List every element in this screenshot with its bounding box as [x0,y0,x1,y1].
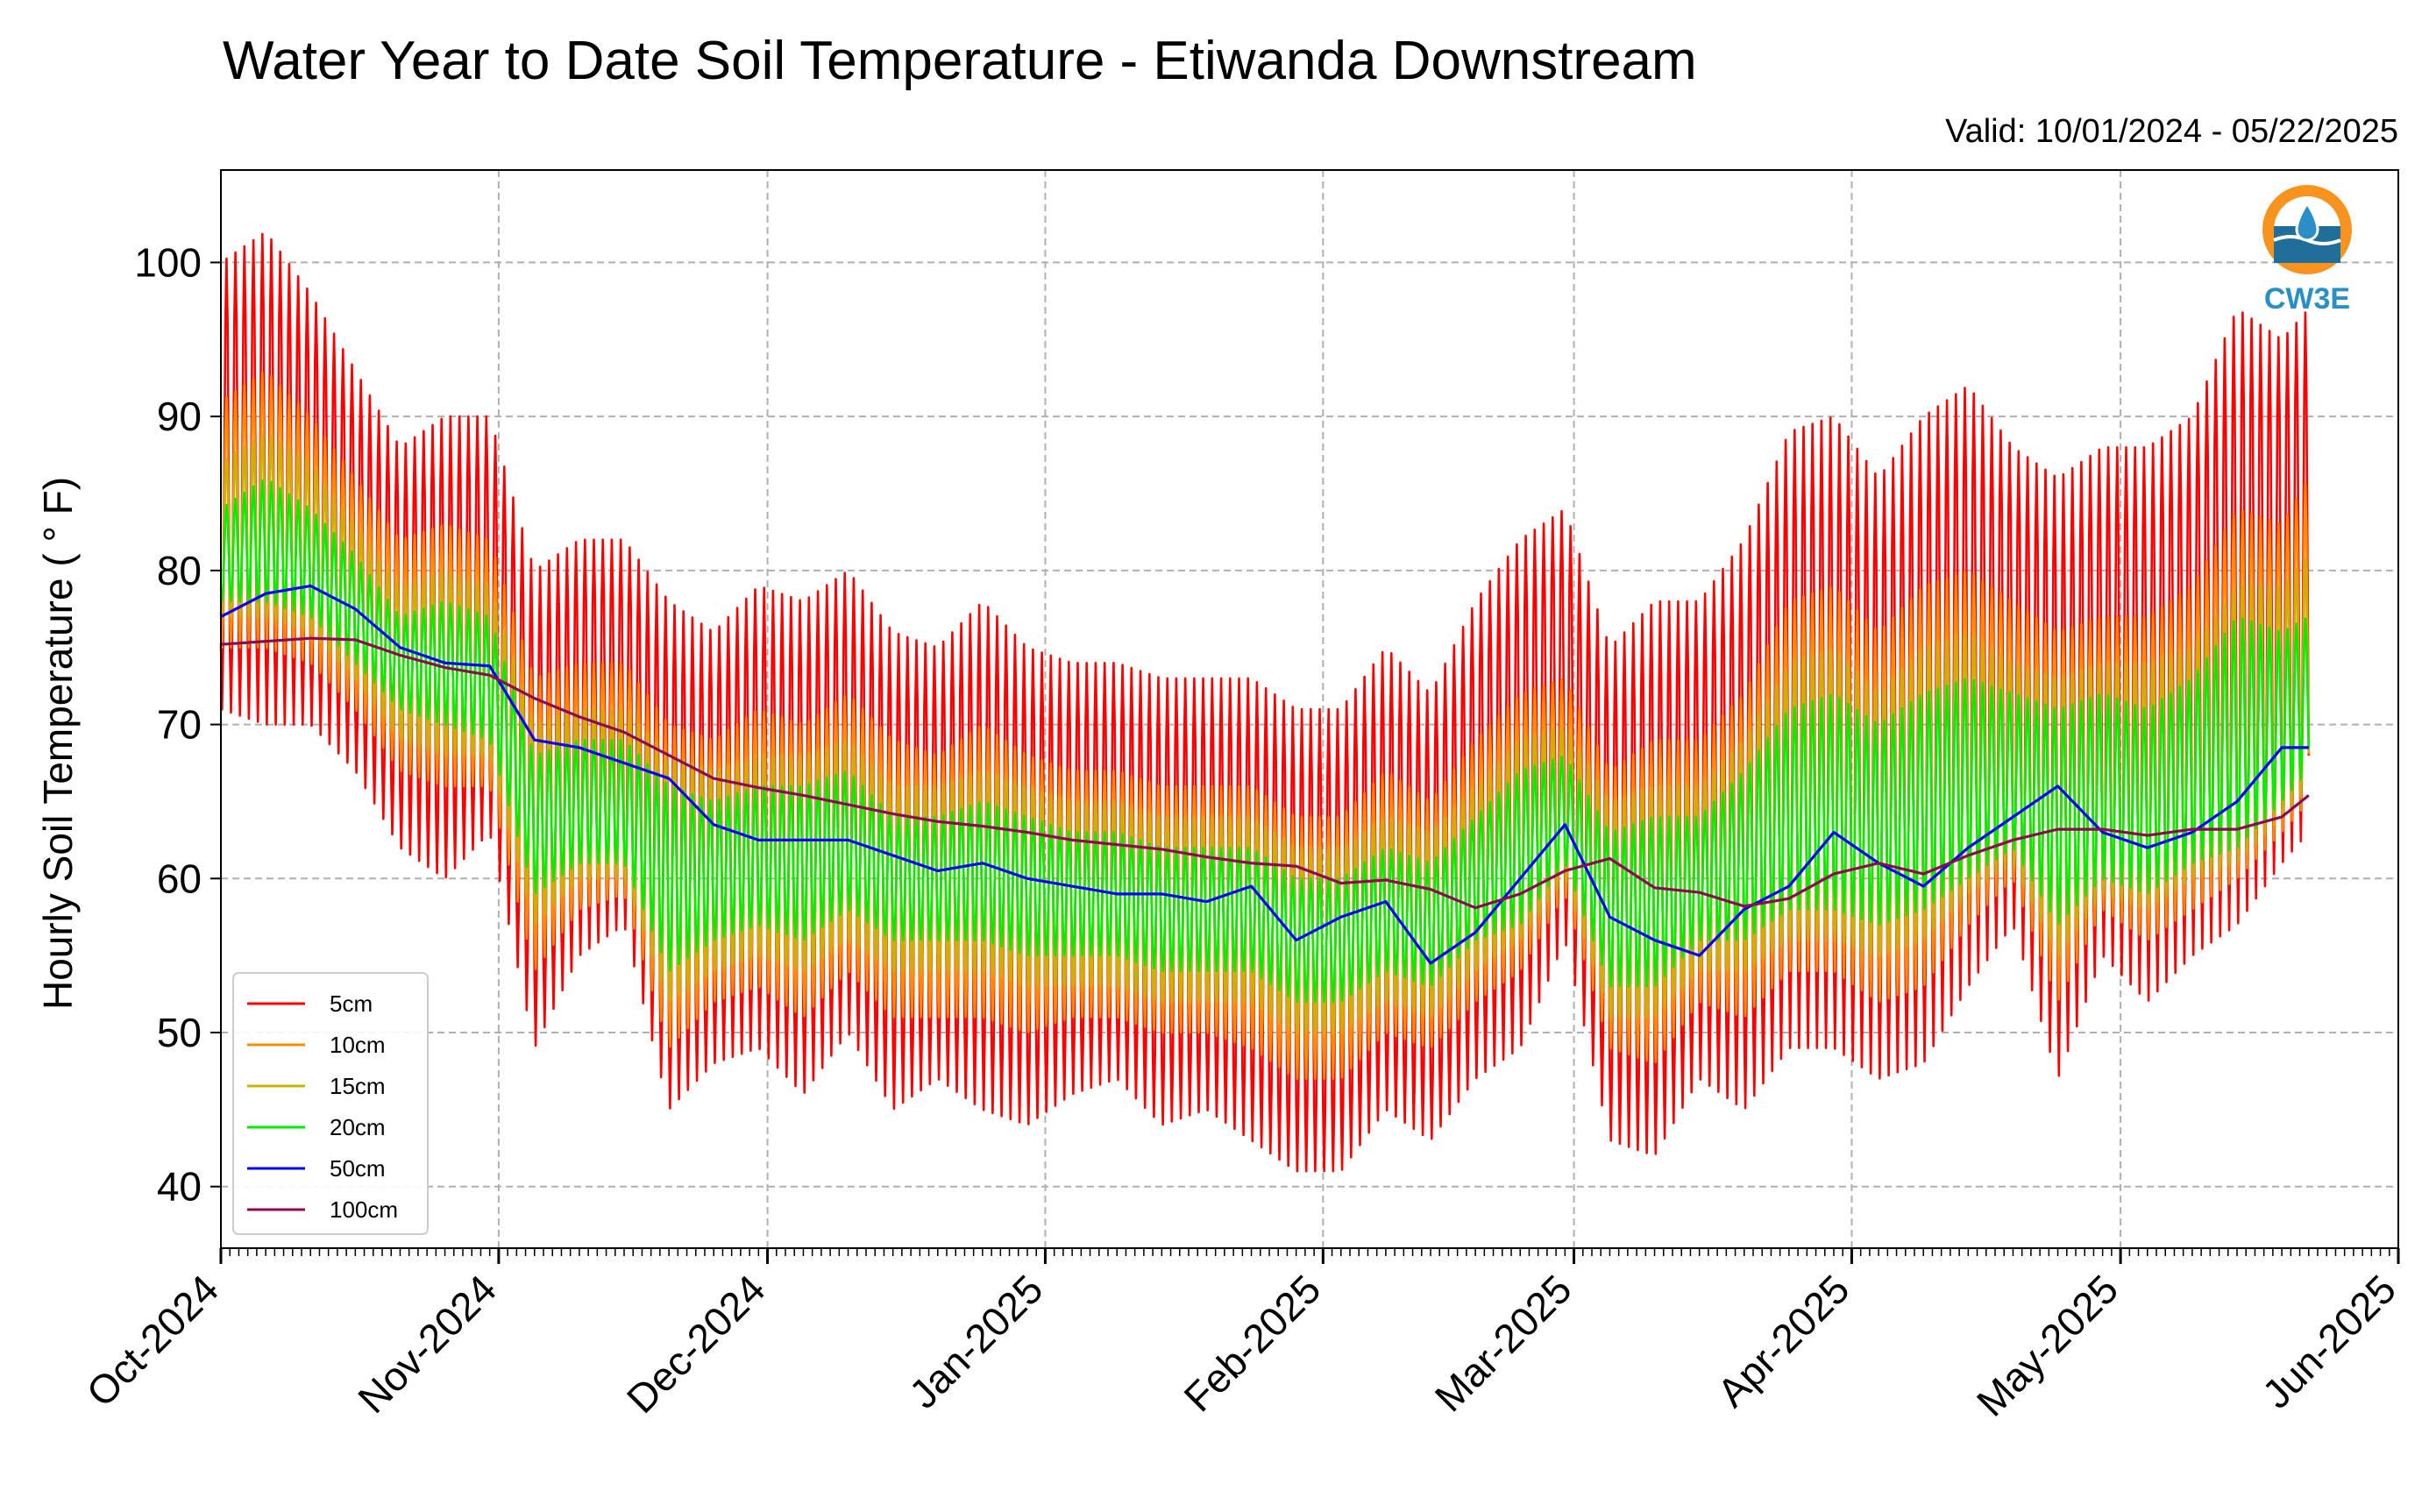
series-line-5cm [219,232,2311,1173]
logo-drop-icon [2295,201,2319,242]
legend-label-50cm: 50cm [330,1155,386,1182]
plot-area [219,232,2311,1173]
valid-date-range: Valid: 10/01/2024 - 05/22/2025 [1945,113,2398,150]
y-tick-label: 70 [157,702,202,748]
series-line-100cm [220,636,2310,910]
x-tick-label: May-2025 [1968,1266,2127,1424]
x-tick-label: Mar-2025 [1426,1266,1580,1420]
y-tick-label: 80 [157,548,202,593]
chart-title: Water Year to Date Soil Temperature - Et… [223,31,1697,91]
y-axis-ticks: 40 50 60 70 80 90 100 [134,239,221,1210]
legend-label-5cm: 5cm [330,990,373,1017]
legend-label-20cm: 20cm [330,1114,386,1140]
series-line-50cm [220,584,2310,965]
series-line-20cm [219,479,2311,1004]
y-tick-label: 40 [157,1164,202,1210]
x-tick-label: Oct-2024 [78,1266,228,1416]
x-tick-label: Apr-2025 [1708,1266,1858,1416]
x-tick-label: Jun-2025 [2254,1266,2404,1416]
x-tick-label: Nov-2024 [349,1266,505,1422]
cw3e-logo: CW3E [2262,185,2352,316]
x-tick-label: Feb-2025 [1175,1266,1329,1420]
y-tick-label: 50 [157,1010,202,1055]
legend-label-100cm: 100cm [330,1196,398,1223]
x-axis-ticks: Oct-2024 Nov-2024 Dec-2024 Jan-2025 Feb-2025… [78,1248,2404,1425]
y-tick-label: 90 [157,394,202,439]
x-tick-label: Jan-2025 [900,1266,1051,1416]
logo-text: CW3E [2264,282,2350,316]
y-tick-label: 60 [157,855,202,901]
x-tick-label: Dec-2024 [618,1266,774,1422]
legend-label-15cm: 15cm [330,1073,386,1099]
y-axis-label: Hourly Soil Temperature ( ° F) [35,477,81,1010]
y-tick-label: 100 [134,239,202,285]
plot-frame [220,169,2399,1249]
legend: 5cm 10cm 15cm 20cm 50cm 100cm [232,972,429,1235]
legend-label-10cm: 10cm [330,1032,386,1058]
